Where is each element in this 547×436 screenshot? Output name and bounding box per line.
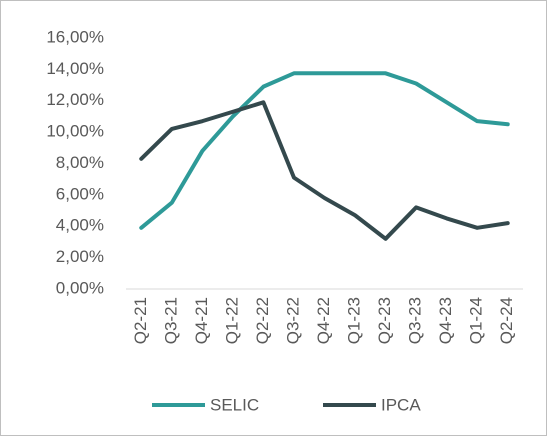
x-tick-label: Q2-21 [131,297,150,344]
x-tick-label: Q2-23 [375,297,394,344]
y-tick-label: 10,00% [46,122,104,141]
legend-label: IPCA [381,395,421,414]
x-tick-label: Q1-22 [222,297,241,344]
y-tick-label: 14,00% [46,59,104,78]
x-tick-label: Q1-24 [467,297,486,344]
x-tick-label: Q4-22 [314,297,333,344]
x-tick-label: Q3-23 [406,297,425,344]
x-tick-label: Q4-21 [192,297,211,344]
y-tick-label: 2,00% [56,247,104,266]
x-tick-label: Q1-23 [345,297,364,344]
y-tick-label: 16,00% [46,27,104,46]
y-tick-label: 6,00% [56,184,104,203]
y-tick-label: 12,00% [46,90,104,109]
x-tick-label: Q2-24 [497,297,516,344]
y-tick-label: 8,00% [56,153,104,172]
x-tick-label: Q3-22 [283,297,302,344]
x-tick-label: Q3-21 [161,297,180,344]
x-tick-label: Q2-22 [253,297,272,344]
legend-label: SELIC [210,395,259,414]
line-series [139,71,510,230]
y-tick-label: 0,00% [56,278,104,297]
y-tick-label: 4,00% [56,216,104,235]
line-series [139,100,510,241]
x-tick-label: Q4-23 [436,297,455,344]
